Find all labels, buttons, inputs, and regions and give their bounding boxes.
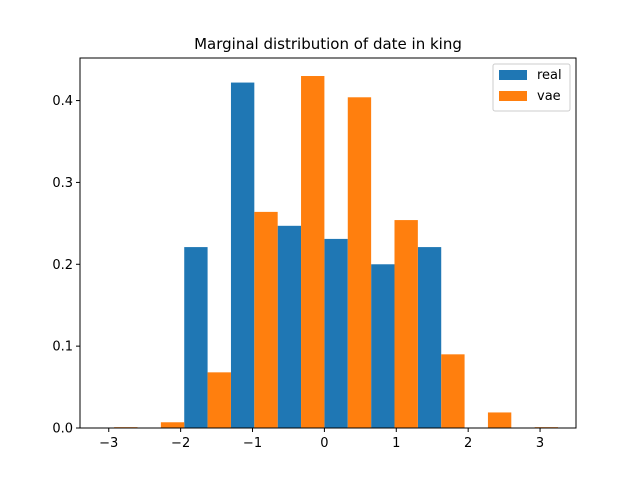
bar-real-4: [277, 225, 302, 428]
bar-vae-1: [160, 422, 185, 428]
legend-swatch-real: [499, 70, 527, 80]
bar-vae-7: [441, 354, 465, 428]
y-tick-label: 0.2: [52, 258, 73, 273]
bar-real-7: [417, 247, 442, 428]
bar-real-5: [324, 238, 348, 428]
legend: real vae: [492, 63, 571, 112]
x-tick-label: 2: [464, 436, 472, 451]
legend-label-real: real: [537, 68, 562, 83]
bar-real-6: [371, 264, 395, 428]
bar-vae-2: [207, 372, 231, 428]
bar-real-3: [230, 82, 255, 428]
bars-group: [114, 76, 559, 428]
y-tick-label: 0.1: [52, 340, 73, 355]
y-tick-label: 0.0: [52, 422, 73, 437]
chart-title: Marginal distribution of date in king: [194, 35, 462, 53]
x-tick-label: −2: [171, 436, 190, 451]
x-tick-label: −3: [99, 436, 118, 451]
plot-frame: [79, 57, 577, 429]
bar-vae-8: [487, 412, 512, 428]
x-tick-label: 1: [392, 436, 400, 451]
x-tick-label: 3: [536, 436, 544, 451]
y-tick-label: 0.4: [52, 94, 73, 109]
y-tick-label: 0.3: [52, 176, 73, 191]
y-axis: 0.0 0.1 0.2 0.3 0.4: [52, 94, 80, 437]
legend-label-vae: vae: [537, 89, 561, 104]
x-tick-label: 0: [320, 436, 328, 451]
bar-real-2: [184, 247, 208, 428]
bar-vae-3: [254, 211, 278, 428]
bar-vae-5: [347, 97, 372, 428]
x-tick-label: −1: [243, 436, 262, 451]
bar-vae-6: [394, 220, 418, 428]
bar-vae-4: [301, 76, 325, 428]
x-axis: −3 −2 −1 0 1 2 3: [99, 428, 544, 451]
legend-swatch-vae: [499, 91, 527, 101]
